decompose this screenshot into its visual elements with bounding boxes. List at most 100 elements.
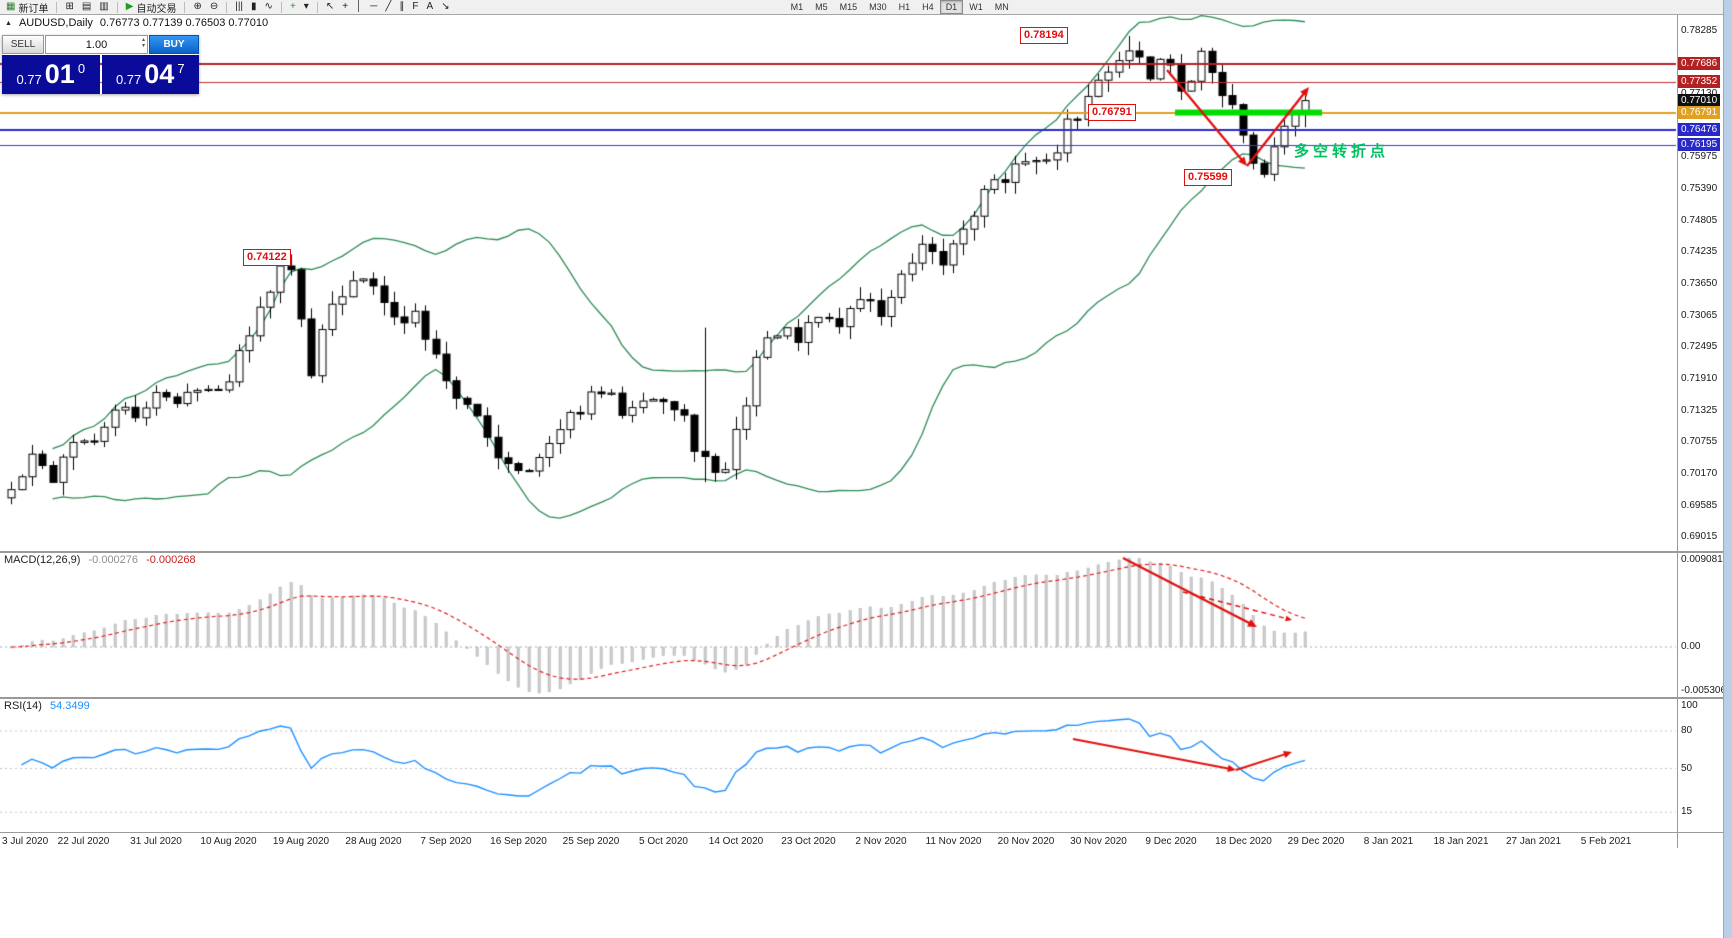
toolbar-button-templates[interactable]: ▾ [301, 1, 312, 14]
price-axis-label: 0.73065 [1681, 309, 1718, 321]
toolbar-button-horizontal-line[interactable]: ─ [367, 1, 380, 14]
rsi-panel-separator[interactable] [0, 697, 1732, 699]
toolbar-button-fibonacci[interactable]: F [409, 1, 421, 14]
toolbar-button-data-window[interactable]: ▥ [96, 1, 111, 14]
charts-window-icon: ⊞ [65, 1, 74, 12]
candle-chart-icon: ▮ [251, 1, 257, 12]
toolbar-button-vertical-line[interactable]: │ [353, 1, 365, 14]
sell-price-display[interactable]: 0.77 01 0 [2, 55, 100, 94]
toolbar-separator [56, 1, 58, 13]
date-axis-label: 10 Aug 2020 [200, 836, 257, 847]
timeframe-button-m1[interactable]: M1 [790, 2, 804, 12]
date-axis-label: 16 Sep 2020 [490, 836, 547, 847]
rsi-axis-label: 50 [1681, 762, 1693, 774]
date-axis-label: 18 Jan 2021 [1433, 836, 1489, 847]
trendline-icon: ╱ [385, 1, 392, 12]
buy-price-base: 0.77 [115, 71, 142, 87]
toolbar-button-charts-window[interactable]: ⊞ [62, 1, 76, 14]
date-axis-label: 23 Oct 2020 [781, 836, 836, 847]
templates-icon: ▾ [303, 1, 309, 12]
date-axis-label: 20 Nov 2020 [997, 836, 1055, 847]
timeframe-button-w1[interactable]: W1 [969, 2, 983, 12]
toolbar-button-cursor[interactable]: ↖ [323, 1, 337, 14]
bar-chart-icon: ||| [235, 1, 244, 12]
chart-title: ▲ AUDUSD,Daily 0.76773 0.77139 0.76503 0… [5, 17, 268, 29]
toolbar-button-new-order[interactable]: ▦ 新订单 [3, 1, 51, 15]
indicators-icon: + [289, 1, 296, 12]
buy-button[interactable]: BUY [149, 35, 199, 54]
timeframe-button-mn[interactable]: MN [994, 2, 1009, 12]
price-axis-label: 0.70755 [1681, 436, 1718, 448]
date-axis-label: 11 Nov 2020 [925, 836, 982, 847]
toolbar-separator [316, 1, 318, 13]
crosshair-icon: + [342, 1, 349, 12]
timeframe-button-d1[interactable]: D1 [939, 0, 964, 14]
symbol-name: AUDUSD,Daily [18, 17, 93, 29]
toolbar-button-channel[interactable]: ∥ [396, 1, 407, 14]
volume-spinner[interactable]: ▴ ▾ [142, 37, 145, 49]
toolbar-button-auto-trading[interactable]: ▶ 自动交易 [123, 1, 180, 15]
toolbar-button-candle-chart[interactable]: ▮ [248, 1, 260, 14]
macd-main-value: -0.000276 [88, 554, 139, 566]
timeframe-button-h1[interactable]: H1 [898, 2, 911, 12]
sell-price-big: 01 [44, 59, 75, 89]
spinner-down-icon[interactable]: ▾ [141, 43, 145, 49]
toolbar-button-zoom-in[interactable]: ⊕ [190, 1, 204, 14]
line-chart-icon: ∿ [264, 1, 273, 12]
sell-price-sup: 0 [77, 60, 86, 76]
toolbar-button-line-chart[interactable]: ∿ [262, 1, 276, 14]
buy-price-big: 04 [144, 59, 175, 89]
toolbar-button-arrows-tool[interactable]: ↘ [438, 1, 452, 14]
rsi-axis-label: 15 [1681, 806, 1693, 818]
arrows-tool-icon: ↘ [441, 1, 450, 12]
sell-button[interactable]: SELL [2, 35, 44, 54]
one-click-trading-panel: SELL 1.00 ▴ ▾ BUY 0.77 01 0 0.77 04 7 [2, 35, 199, 94]
macd-axis-label: 0.00 [1681, 641, 1701, 652]
price-axis-label: 0.69015 [1681, 531, 1718, 542]
buy-price-sup: 7 [177, 60, 185, 76]
vertical-line-icon: │ [356, 1, 363, 12]
toolbar-button-text-label[interactable]: A [424, 1, 437, 14]
toolbar-button-zoom-out[interactable]: ⊖ [207, 1, 221, 14]
toolbar-button-crosshair[interactable]: + [339, 1, 351, 14]
toolbar-button-indicators[interactable]: + [287, 1, 299, 14]
toolbar-button-bar-chart[interactable]: ||| [232, 1, 246, 14]
timeframe-button-h4[interactable]: H4 [922, 2, 934, 12]
date-axis-label: 27 Jan 2021 [1505, 836, 1562, 847]
auto-trading-label: 自动交易 [136, 3, 177, 15]
zoom-out-icon: ⊖ [209, 1, 219, 12]
macd-panel-separator[interactable] [0, 551, 1732, 553]
timeframe-button-m30[interactable]: M30 [869, 2, 887, 12]
rsi-name: RSI(14) [4, 700, 42, 712]
macd-indicator-label: MACD(12,26,9) -0.000276 -0.000268 [4, 554, 196, 566]
new-order-icon: ▦ [6, 1, 16, 12]
date-axis-separator [0, 832, 1732, 833]
rsi-axis-label: 100 [1681, 700, 1698, 711]
price-axis-label: 0.73650 [1681, 278, 1718, 289]
macd-axis-label: -0.005306 [1681, 685, 1727, 696]
macd-signal-value: -0.000268 [146, 554, 196, 566]
buy-price-display[interactable]: 0.77 04 7 [101, 55, 199, 94]
timeframe-button-m5[interactable]: M5 [815, 2, 828, 12]
price-callout-pivot: 0.76791 [1088, 103, 1136, 121]
timeframe-button-m15[interactable]: M15 [839, 2, 858, 12]
toolbar-separator [280, 1, 282, 13]
toolbar-button-profiles[interactable]: ▤ [79, 1, 94, 14]
volume-input[interactable]: 1.00 ▴ ▾ [45, 35, 148, 54]
price-marker-label: 0.76195 [1678, 138, 1721, 152]
date-axis-label: 29 Dec 2020 [1287, 836, 1345, 847]
date-axis-label: 14 Oct 2020 [708, 836, 764, 847]
spinner-up-icon[interactable]: ▴ [141, 37, 145, 43]
macd-axis-label: 0.009081 [1681, 554, 1723, 565]
price-axis-border [1677, 15, 1678, 848]
date-axis-label: 30 Nov 2020 [1070, 836, 1127, 847]
price-axis-label: 0.71325 [1681, 404, 1718, 416]
toolbar-button-trendline[interactable]: ╱ [382, 1, 394, 14]
vertical-scrollbar[interactable] [1723, 0, 1732, 938]
price-marker-label: 0.77010 [1678, 93, 1721, 107]
date-axis-label: 5 Feb 2021 [1580, 836, 1632, 847]
price-marker-label: 0.76791 [1678, 105, 1721, 119]
price-axis-label: 0.72495 [1681, 341, 1718, 353]
date-axis-label: 3 Jul 2020 [2, 836, 49, 847]
